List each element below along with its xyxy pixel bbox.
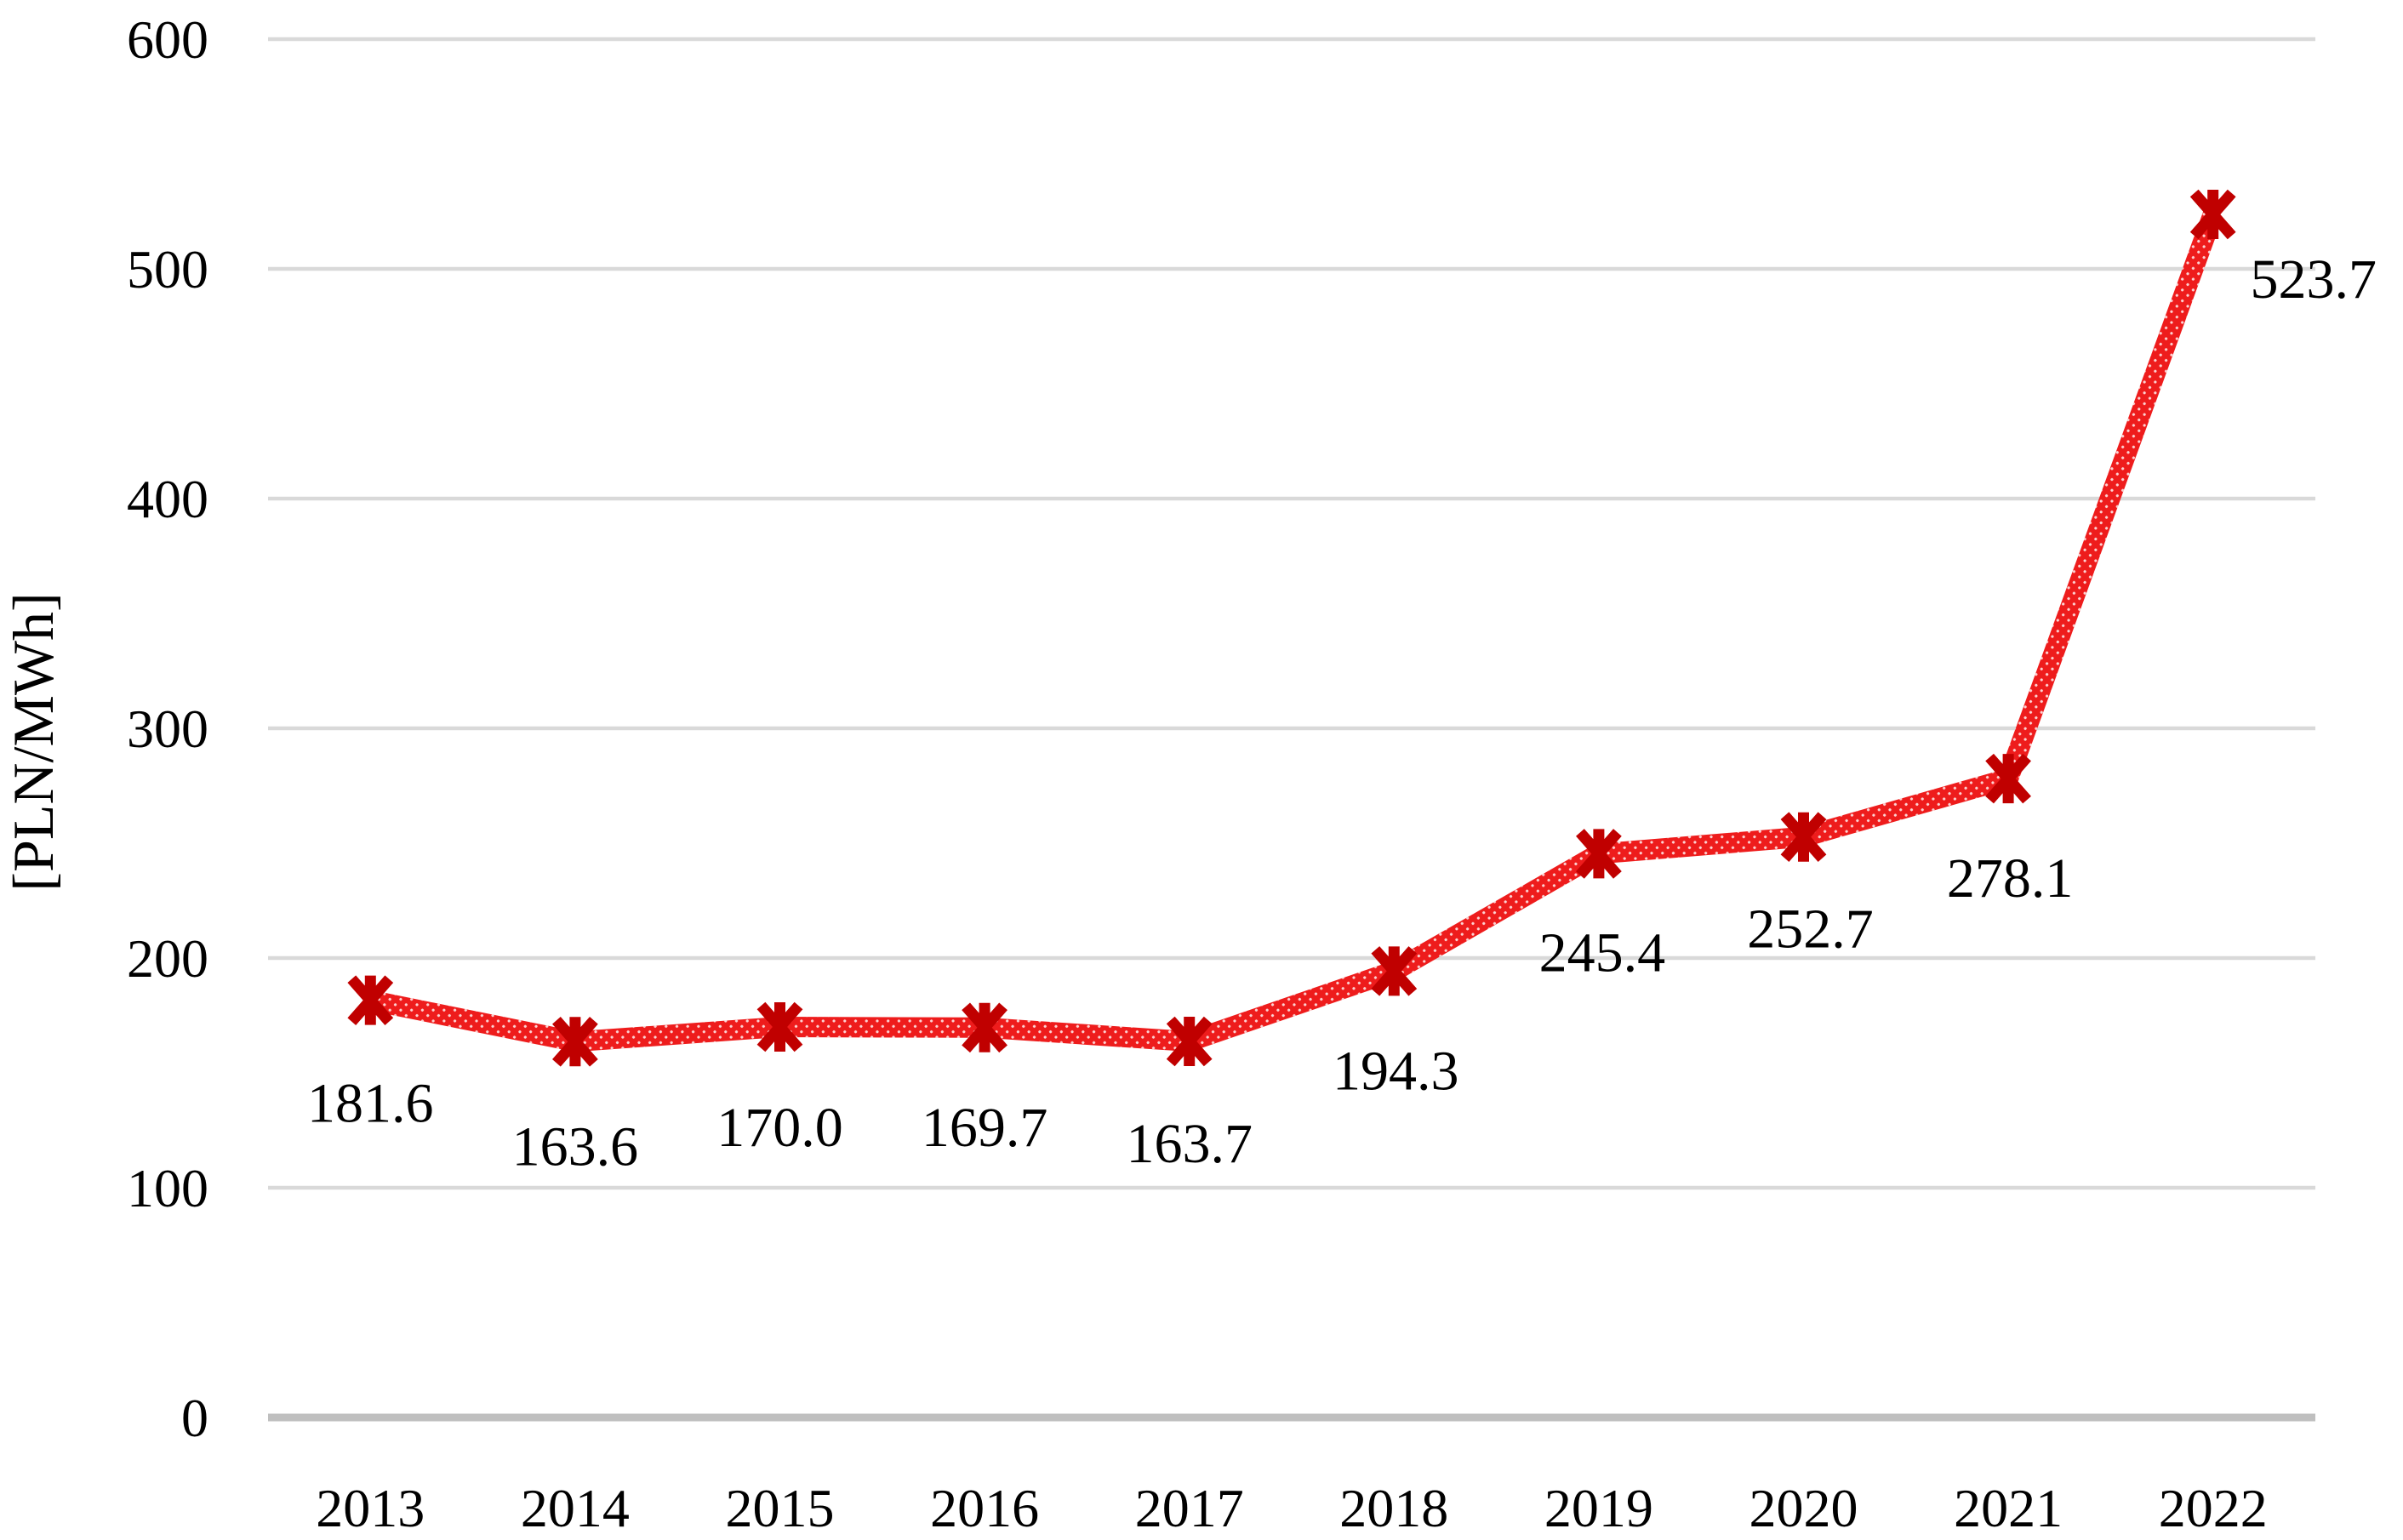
x-tick-label: 2018 xyxy=(1339,1478,1448,1538)
data-point-marker-2021 xyxy=(1985,753,2031,804)
data-point-marker-2014 xyxy=(552,1016,598,1067)
x-tick-label: 2022 xyxy=(2159,1478,2268,1538)
data-label-2021: 278.1 xyxy=(1947,847,2074,910)
y-tick-label: 300 xyxy=(127,699,208,759)
x-tick-label: 2013 xyxy=(316,1478,425,1538)
series-group xyxy=(347,189,2236,1067)
data-point-marker-2019 xyxy=(1576,829,1622,879)
data-label-2020: 252.7 xyxy=(1747,898,1874,961)
x-tick-label: 2017 xyxy=(1135,1478,1244,1538)
data-label-2022: 523.7 xyxy=(2250,248,2377,311)
y-tick-label: 200 xyxy=(127,928,208,989)
x-tick-label: 2019 xyxy=(1544,1478,1653,1538)
data-point-marker-2015 xyxy=(756,1001,803,1052)
data-label-2016: 169.7 xyxy=(922,1097,1048,1159)
data-label-2018: 194.3 xyxy=(1333,1040,1459,1102)
gridlines-group xyxy=(268,37,2315,1422)
y-tick-label: 400 xyxy=(127,469,208,529)
y-tick-label: 600 xyxy=(127,9,208,70)
data-label-2017: 163.7 xyxy=(1126,1113,1253,1175)
x-axis-tick-labels: 2013 2014 2015 2016 2017 2018 2019 2020 2021 2022 xyxy=(316,1478,2267,1538)
data-labels-group: 181.6 163.6 170.0 169.7 163.7 194.3 245.4 252.7… xyxy=(307,248,2377,1178)
price-line-texture xyxy=(368,210,2223,1052)
y-tick-label: 500 xyxy=(127,239,208,299)
x-tick-label: 2020 xyxy=(1749,1478,1858,1538)
data-label-2019: 245.4 xyxy=(1539,921,1666,984)
data-point-marker-2013 xyxy=(347,975,394,1025)
x-tick-label: 2015 xyxy=(726,1478,835,1538)
x-tick-label: 2014 xyxy=(521,1478,630,1538)
data-point-marker-2016 xyxy=(962,1002,1007,1053)
price-line xyxy=(368,210,2223,1052)
y-axis-title: [PLN/MWh] xyxy=(1,592,66,891)
data-point-marker-2022 xyxy=(2189,189,2236,240)
x-tick-label: 2016 xyxy=(930,1478,1039,1538)
y-tick-label: 100 xyxy=(127,1158,208,1218)
x-tick-label: 2021 xyxy=(1954,1478,2063,1538)
y-axis-tick-labels: 600 500 400 300 200 100 0 xyxy=(127,9,208,1448)
y-tick-label: 0 xyxy=(181,1388,208,1448)
data-label-2014: 163.6 xyxy=(512,1115,639,1178)
data-label-2015: 170.0 xyxy=(716,1097,843,1159)
data-label-2013: 181.6 xyxy=(307,1073,434,1135)
data-point-marker-2017 xyxy=(1166,1016,1213,1067)
data-point-marker-2018 xyxy=(1371,946,1418,996)
data-point-marker-2020 xyxy=(1780,812,1827,863)
